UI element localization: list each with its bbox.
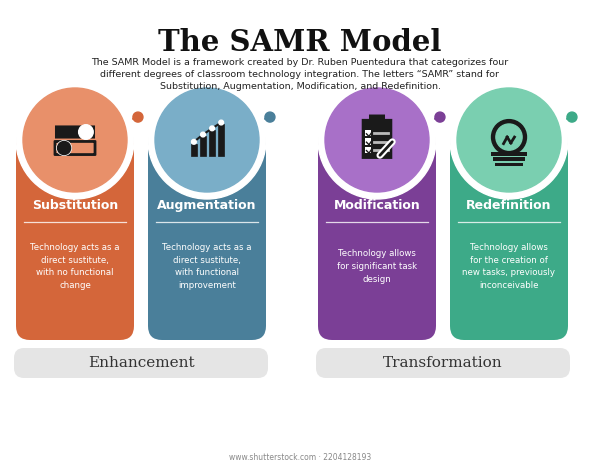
Circle shape	[491, 120, 526, 155]
Circle shape	[435, 112, 445, 122]
Text: The SAMR Model: The SAMR Model	[158, 28, 442, 57]
FancyBboxPatch shape	[200, 136, 206, 157]
Circle shape	[210, 126, 214, 131]
Circle shape	[79, 125, 93, 139]
FancyBboxPatch shape	[209, 130, 215, 157]
Text: The SAMR Model is a framework created by Dr. Ruben Puentedura that categorizes f: The SAMR Model is a framework created by…	[91, 58, 509, 67]
Circle shape	[133, 112, 143, 122]
FancyBboxPatch shape	[191, 144, 197, 157]
Circle shape	[457, 88, 561, 192]
Text: different degrees of classroom technology integration. The letters “SAMR” stand : different degrees of classroom technolog…	[101, 70, 499, 79]
FancyBboxPatch shape	[362, 119, 392, 159]
Circle shape	[200, 132, 205, 137]
Circle shape	[318, 81, 436, 199]
Circle shape	[58, 141, 71, 155]
Circle shape	[148, 81, 266, 199]
FancyBboxPatch shape	[495, 163, 523, 166]
Text: Modification: Modification	[334, 199, 421, 212]
Text: Transformation: Transformation	[383, 356, 503, 370]
FancyBboxPatch shape	[450, 130, 568, 340]
FancyBboxPatch shape	[316, 348, 570, 378]
Text: Technology acts as a
direct sustitute,
with no functional
change: Technology acts as a direct sustitute, w…	[30, 243, 120, 290]
Circle shape	[155, 88, 259, 192]
FancyBboxPatch shape	[493, 157, 525, 161]
Circle shape	[567, 112, 577, 122]
Text: www.shutterstock.com · 2204128193: www.shutterstock.com · 2204128193	[229, 454, 371, 462]
Text: Substitution: Substitution	[32, 199, 118, 212]
Circle shape	[23, 88, 127, 192]
FancyBboxPatch shape	[148, 130, 266, 340]
Text: Redefinition: Redefinition	[466, 199, 552, 212]
Circle shape	[57, 141, 71, 155]
FancyBboxPatch shape	[365, 130, 371, 136]
FancyBboxPatch shape	[491, 152, 527, 156]
Circle shape	[16, 81, 134, 199]
Text: Enhancement: Enhancement	[88, 356, 194, 370]
Text: Technology allows
for significant task
design: Technology allows for significant task d…	[337, 250, 417, 283]
FancyBboxPatch shape	[365, 138, 371, 145]
Text: Augmentation: Augmentation	[157, 199, 257, 212]
FancyBboxPatch shape	[16, 130, 134, 340]
Text: Technology allows
for the creation of
new tasks, previously
inconceivable: Technology allows for the creation of ne…	[463, 243, 556, 290]
FancyBboxPatch shape	[55, 125, 95, 139]
Circle shape	[496, 124, 522, 150]
Circle shape	[219, 120, 224, 125]
Circle shape	[325, 88, 429, 192]
FancyBboxPatch shape	[369, 115, 385, 123]
Text: Technology acts as a
direct sustitute,
with functional
improvement: Technology acts as a direct sustitute, w…	[162, 243, 252, 290]
Circle shape	[191, 140, 196, 144]
FancyBboxPatch shape	[218, 125, 224, 157]
FancyBboxPatch shape	[318, 130, 436, 340]
Text: Substitution, Augmentation, Modification, and Redefinition.: Substitution, Augmentation, Modification…	[160, 82, 440, 91]
FancyBboxPatch shape	[14, 348, 268, 378]
FancyBboxPatch shape	[365, 147, 371, 153]
Circle shape	[265, 112, 275, 122]
Circle shape	[450, 81, 568, 199]
